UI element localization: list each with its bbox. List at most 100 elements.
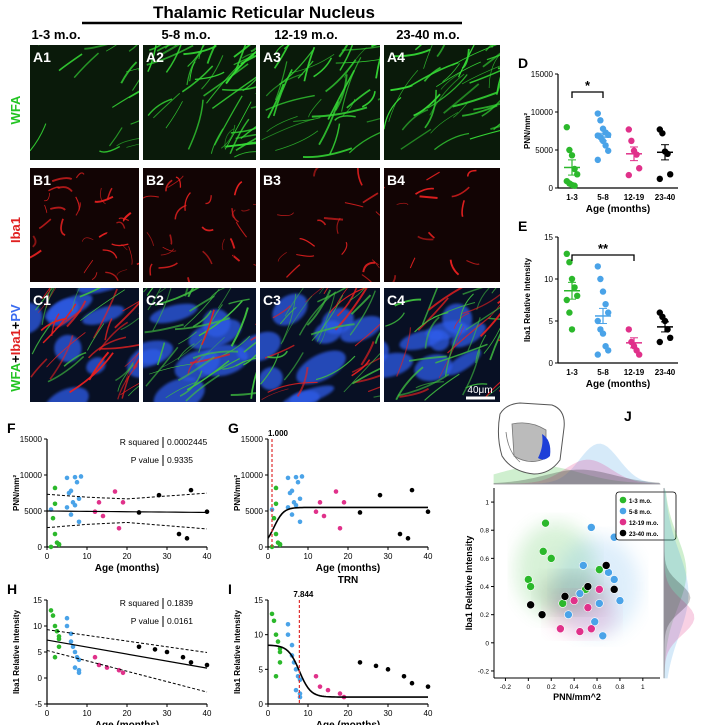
pv-cell (30, 302, 43, 334)
fiber (149, 45, 162, 51)
fiber (442, 63, 460, 82)
fiber (342, 98, 356, 116)
x-tick-label: 10 (83, 709, 92, 718)
data-point (56, 644, 62, 650)
fiber (165, 179, 173, 192)
x-tick-label: 10 (304, 709, 313, 718)
fiber (392, 275, 397, 282)
panel-background (143, 45, 256, 160)
y-tick-label: 15000 (531, 70, 554, 79)
fiber (349, 290, 376, 336)
fiber (414, 45, 422, 51)
panel-letter: D (518, 55, 528, 71)
fiber (490, 125, 500, 131)
fiber (186, 51, 203, 86)
data-point (52, 531, 58, 537)
fiber (438, 326, 465, 379)
data-point (297, 694, 303, 700)
fiber (484, 381, 500, 398)
data-point (68, 512, 74, 517)
fiber (282, 295, 313, 343)
fiber (225, 142, 256, 148)
data-point (605, 147, 612, 154)
fiber (409, 257, 416, 269)
data-point (78, 474, 84, 479)
x-tick-label: 0.6 (593, 684, 602, 691)
marginal-density (663, 488, 695, 679)
y-tick-label: 1 (485, 500, 489, 507)
data-point (574, 171, 581, 178)
fiber (161, 45, 180, 55)
fiber (117, 364, 134, 392)
data-point (595, 565, 604, 574)
row-label-merge: WFA+Iba1+PV (8, 304, 23, 392)
fiber (266, 116, 298, 133)
data-point (136, 644, 142, 650)
fiber (186, 360, 230, 391)
fiber (319, 324, 328, 345)
data-point (50, 613, 56, 618)
data-point (526, 600, 535, 610)
fiber (203, 63, 249, 97)
fiber (408, 61, 459, 88)
data-point (184, 536, 190, 541)
fiber (396, 327, 412, 377)
fiber (114, 301, 139, 329)
y-axis-title: Iba1 Relative Intensity (233, 609, 242, 694)
fiber (43, 192, 50, 202)
data-point (546, 554, 556, 563)
fiber (205, 195, 212, 205)
panel-label: A4 (387, 49, 405, 65)
fiber (132, 358, 139, 370)
x-tick-label: 0.2 (547, 684, 556, 691)
brain-schematic (497, 402, 565, 475)
fiber (177, 343, 195, 361)
data-point (628, 137, 635, 145)
x-tick-label: 40 (203, 709, 212, 718)
fiber (462, 349, 481, 396)
data-point (188, 660, 194, 665)
fiber (235, 137, 256, 151)
fiber (361, 274, 373, 282)
fiber (313, 57, 333, 78)
fiber (401, 109, 429, 131)
fiber (71, 288, 80, 312)
fiber (336, 288, 358, 317)
micrograph-c2: C2 (143, 288, 256, 402)
data-point (112, 489, 118, 494)
panel-content (143, 288, 256, 402)
data-point (605, 347, 612, 354)
fiber (275, 130, 319, 151)
fiber (42, 303, 77, 344)
x-tick-label: 20 (344, 552, 353, 561)
fiber (297, 60, 314, 79)
fiber (63, 351, 87, 367)
y-tick-label: 0 (38, 674, 43, 683)
panel-label: A3 (263, 49, 281, 65)
age-label-4: 23-40 m.o. (396, 27, 460, 42)
data-point (277, 541, 283, 547)
fiber (116, 269, 128, 276)
fiber (50, 313, 60, 336)
y-tick-label: 0 (259, 700, 264, 709)
data-point (297, 677, 303, 683)
fiber (222, 86, 256, 91)
fiber (41, 288, 51, 300)
fiber (217, 288, 232, 309)
y-tick-label: 10 (33, 622, 42, 631)
x-tick-label: 10 (83, 552, 92, 561)
data-point (571, 284, 578, 291)
fiber (339, 45, 354, 71)
fit-line (46, 639, 208, 669)
fiber (415, 381, 444, 389)
data-point (563, 250, 570, 257)
panel-content (277, 168, 380, 282)
fiber (116, 138, 139, 147)
legend-swatch (619, 529, 627, 537)
fiber (235, 221, 248, 238)
fiber (354, 323, 380, 347)
fiber (136, 262, 139, 266)
fiber (49, 335, 74, 380)
fiber (209, 358, 240, 376)
panel-letter: E (518, 218, 527, 234)
